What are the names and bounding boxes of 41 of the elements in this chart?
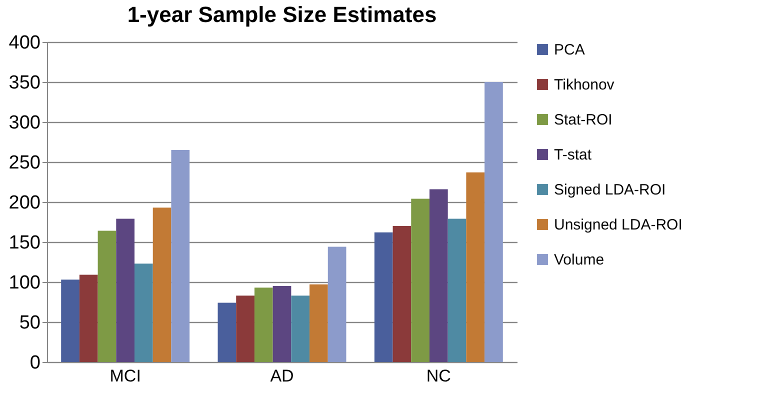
y-tick-label: 100 xyxy=(8,272,40,294)
legend-label: Volume xyxy=(554,252,604,268)
bar xyxy=(116,218,135,362)
bar xyxy=(310,284,328,362)
legend-label: Tikhonov xyxy=(554,76,615,94)
x-tick-label: AD xyxy=(270,366,294,386)
bar xyxy=(484,82,503,362)
x-tick-label: MCI xyxy=(110,366,141,386)
x-tick-label: NC xyxy=(426,366,451,386)
bar xyxy=(392,226,412,362)
bar xyxy=(328,246,346,362)
legend-label: PCA xyxy=(554,42,585,58)
y-tick-label: 400 xyxy=(8,32,40,54)
bar xyxy=(272,286,292,362)
legend-label: Stat-ROI xyxy=(554,112,612,128)
bar xyxy=(79,274,98,362)
chart-title: 1-year Sample Size Estimates xyxy=(127,2,437,27)
bar xyxy=(236,296,254,362)
y-tick-label: 0 xyxy=(30,352,40,374)
bar xyxy=(448,218,466,362)
bar xyxy=(171,150,190,362)
bar xyxy=(374,232,393,362)
bar xyxy=(134,264,153,362)
bar xyxy=(98,230,116,362)
legend-label: Signed LDA-ROI xyxy=(554,182,666,198)
bar xyxy=(152,208,172,362)
bar xyxy=(466,172,485,362)
bar xyxy=(61,280,80,362)
legend-label: T-stat xyxy=(554,146,592,164)
y-tick-label: 350 xyxy=(8,72,40,94)
bar xyxy=(429,189,448,362)
bar xyxy=(291,296,310,362)
y-tick-label: 50 xyxy=(19,312,40,334)
legend-label: Unsigned LDA-ROI xyxy=(554,216,682,234)
y-tick-label: 300 xyxy=(8,112,40,134)
bar xyxy=(254,288,273,362)
y-tick-label: 200 xyxy=(8,192,40,214)
y-tick-label: 250 xyxy=(8,152,40,174)
y-tick-label: 150 xyxy=(8,232,40,254)
bar xyxy=(218,302,236,362)
bar xyxy=(411,198,430,362)
